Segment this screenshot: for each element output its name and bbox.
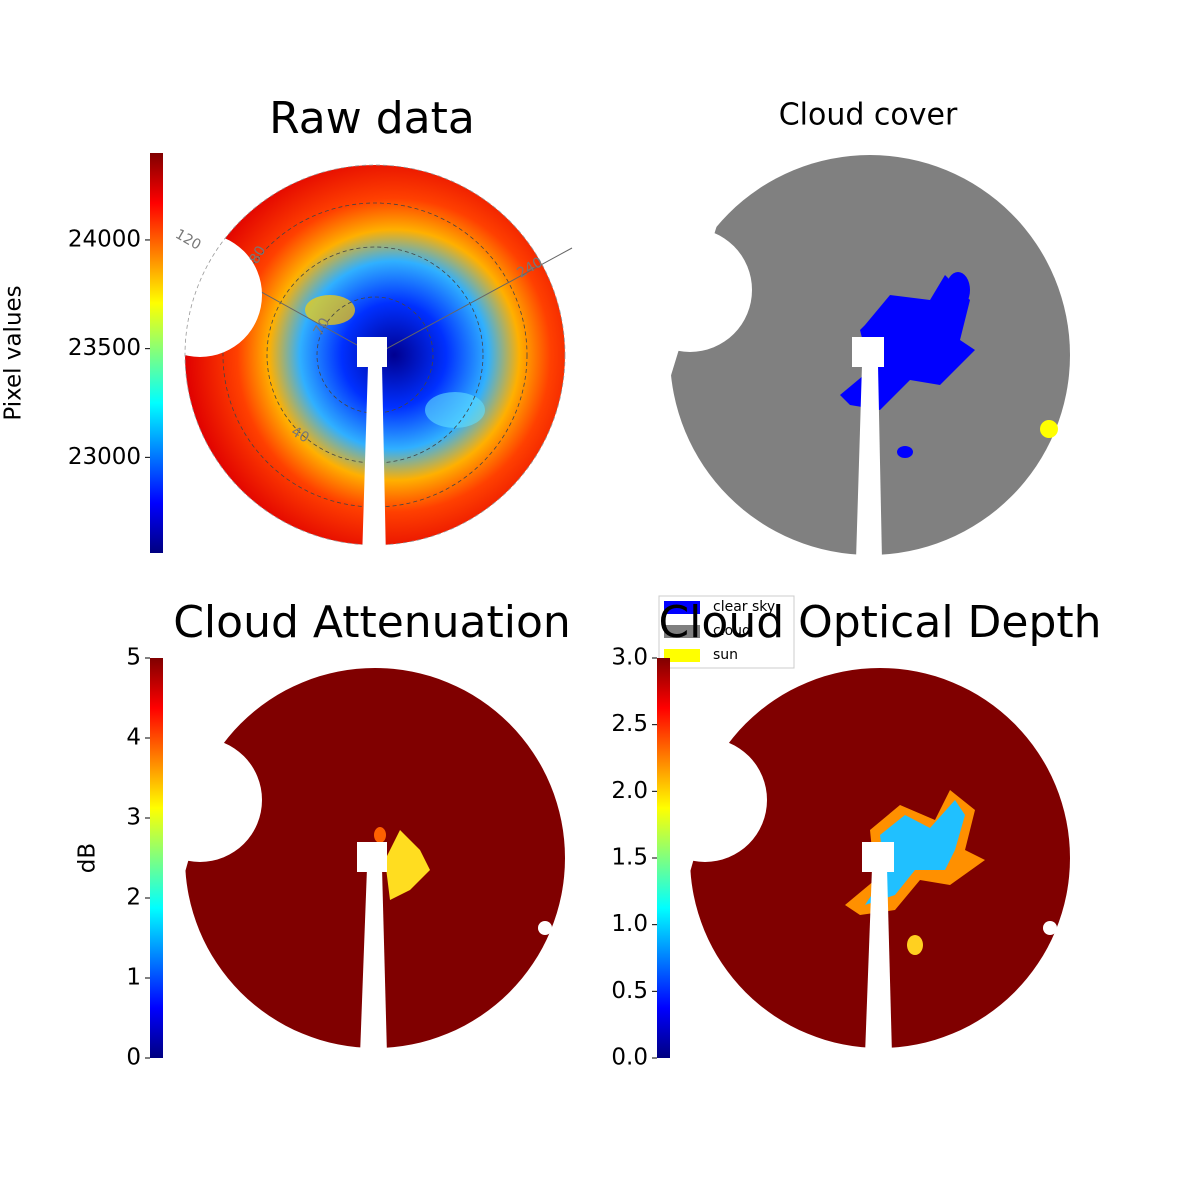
legend-label: clear sky <box>713 599 775 615</box>
polar-label: 80 <box>247 243 270 266</box>
colorbar-label: Pixel values <box>1 285 27 420</box>
colorbar-tick-label: 1 <box>126 965 141 991</box>
attenuation-image <box>138 660 565 1055</box>
colorbar-tick-label: 24000 <box>68 226 141 252</box>
colorbar-tick-label: 4 <box>126 725 141 751</box>
cloud-cover-image <box>628 150 1070 560</box>
colorbar-tick-label: 0 <box>126 1045 141 1071</box>
legend-label: cloud <box>713 623 751 639</box>
panel-title: Raw data <box>269 93 475 144</box>
colorbar-label: dB <box>75 843 101 873</box>
polar-label: 70 <box>311 315 334 338</box>
legend-label: sun <box>713 647 738 663</box>
legend-swatch <box>664 601 700 614</box>
colorbar <box>657 658 670 1058</box>
legend-swatch <box>664 649 700 662</box>
colorbar-tick-label: 0.0 <box>611 1045 648 1071</box>
panel-title: Cloud Optical Depth <box>658 597 1101 648</box>
colorbar-tick-label: 3.0 <box>611 645 648 671</box>
colorbar-tick-label: 2.5 <box>611 711 648 737</box>
panel-title: Cloud Attenuation <box>173 597 571 648</box>
colorbar-tick-label: 1.5 <box>611 845 648 871</box>
colorbar-tick-label: 1.0 <box>611 911 648 937</box>
colorbar-tick-label: 2.0 <box>611 778 648 804</box>
colorbar-tick-label: 5 <box>126 645 141 671</box>
raw-image <box>138 160 573 560</box>
colorbar-tick-label: 3 <box>126 805 141 831</box>
colorbar <box>150 153 163 553</box>
legend-swatch <box>664 625 700 638</box>
colorbar-tick-label: 0.5 <box>611 978 648 1004</box>
optical-depth-image <box>643 660 1070 1055</box>
colorbar-tick-label: 23000 <box>68 444 141 470</box>
colorbar <box>150 658 163 1058</box>
panel-title: Cloud cover <box>779 98 958 133</box>
polar-label: 40 <box>288 424 311 447</box>
colorbar-tick-label: 2 <box>126 885 141 911</box>
colorbar-tick-label: 23500 <box>68 335 141 361</box>
